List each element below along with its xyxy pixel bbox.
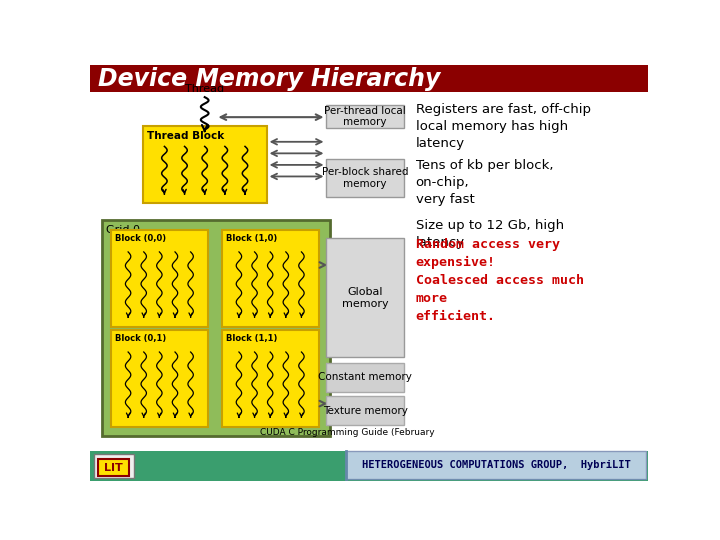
Text: Per-block shared
memory: Per-block shared memory — [322, 167, 408, 189]
Bar — [222, 231, 319, 327]
Text: Size up to 12 Gb, high
latency: Size up to 12 Gb, high latency — [415, 219, 564, 249]
Bar — [90, 451, 648, 481]
Text: Texture memory: Texture memory — [323, 406, 408, 416]
Bar — [326, 396, 404, 425]
Text: Block (1,0): Block (1,0) — [225, 234, 277, 243]
Polygon shape — [346, 451, 647, 479]
Text: Block (1,1): Block (1,1) — [225, 334, 277, 343]
Bar — [111, 231, 208, 327]
Bar — [111, 330, 208, 427]
Text: LIT: LIT — [104, 462, 122, 472]
Text: CUDA C Programming Guide (February: CUDA C Programming Guide (February — [261, 428, 435, 437]
Bar — [326, 238, 404, 357]
Text: Per-thread local
memory: Per-thread local memory — [324, 106, 406, 127]
Text: Block (0,0): Block (0,0) — [114, 234, 166, 243]
Text: Registers are fast, off-chip
local memory has high
latency: Registers are fast, off-chip local memor… — [415, 103, 590, 150]
Text: Random access very
expensive!
Coalesced access much
more
efficient.: Random access very expensive! Coalesced … — [415, 238, 583, 323]
Bar — [326, 105, 404, 128]
Text: Device Memory Hierarchy: Device Memory Hierarchy — [98, 66, 440, 91]
Text: Thread: Thread — [185, 84, 224, 94]
Text: Grid 0: Grid 0 — [107, 225, 140, 235]
Bar — [102, 220, 330, 436]
Bar — [98, 459, 129, 476]
Text: Thread Block: Thread Block — [148, 131, 225, 141]
Text: Block (0,1): Block (0,1) — [114, 334, 166, 343]
Bar — [94, 454, 134, 478]
Bar — [90, 65, 648, 92]
Text: Tens of kb per block,
on-chip,
very fast: Tens of kb per block, on-chip, very fast — [415, 159, 553, 206]
Text: HETEROGENEOUS COMPUTATIONS GROUP,  HybriLIT: HETEROGENEOUS COMPUTATIONS GROUP, HybriL… — [361, 460, 631, 470]
Bar — [143, 126, 266, 204]
Text: Global
memory: Global memory — [342, 287, 388, 309]
Text: Constant memory: Constant memory — [318, 373, 412, 382]
Bar — [326, 159, 404, 197]
Bar — [222, 330, 319, 427]
Bar — [326, 363, 404, 392]
